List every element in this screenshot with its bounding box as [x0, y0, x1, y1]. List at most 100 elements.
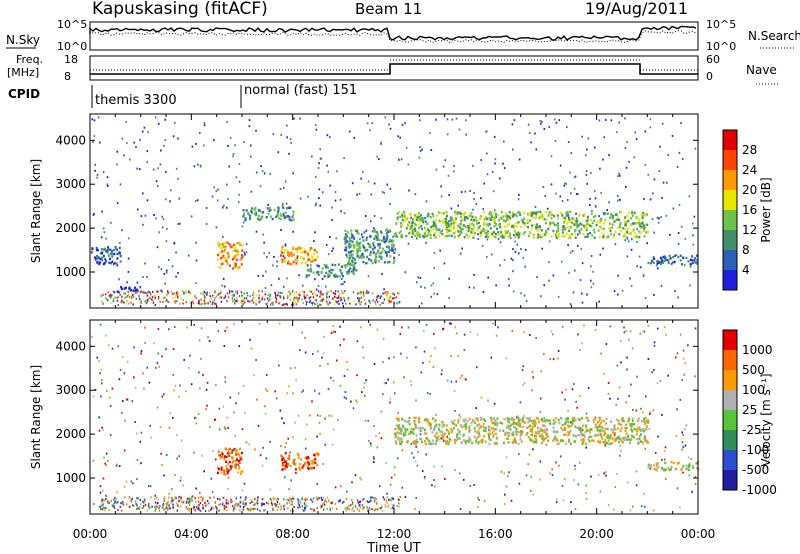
speckle-cell [136, 478, 138, 481]
echo-cell [349, 262, 352, 265]
speckle-cell [134, 421, 136, 423]
speckle-cell [619, 454, 621, 457]
speckle-cell [223, 426, 226, 429]
echo-cell [216, 253, 219, 257]
speckle-cell [401, 486, 404, 489]
ground-cell [242, 298, 244, 301]
ground-cell [387, 302, 389, 305]
speckle-cell [336, 359, 338, 362]
echo-cell [483, 429, 485, 432]
echo-cell [619, 429, 622, 433]
speckle-cell [472, 208, 474, 211]
speckle-cell [607, 439, 610, 442]
echo-cell [565, 418, 568, 421]
echo-cell [294, 248, 297, 251]
echo-cell [563, 428, 566, 431]
speckle-cell [266, 256, 268, 259]
ground-cell [182, 299, 184, 301]
echo-cell [557, 419, 560, 422]
echo-cell [427, 212, 430, 215]
speckle-cell [572, 291, 575, 294]
ground-cell [203, 292, 205, 295]
speckle-cell [155, 217, 157, 220]
ground-cell [286, 294, 289, 297]
speckle-cell [448, 220, 450, 223]
speckle-cell [322, 463, 324, 465]
ground-cell [194, 295, 196, 298]
speckle-cell [422, 221, 424, 224]
speckle-cell [602, 158, 604, 161]
echo-cell [401, 215, 404, 218]
speckle-cell [456, 332, 458, 335]
speckle-cell [201, 454, 203, 457]
echo-cell [447, 226, 449, 229]
echo-cell [289, 206, 292, 209]
speckle-cell [564, 398, 566, 401]
speckle-cell [193, 165, 196, 168]
echo-cell [442, 220, 445, 223]
echo-cell [344, 233, 347, 236]
echo-cell [415, 218, 418, 221]
ground-cell [162, 502, 165, 505]
echo-cell [574, 220, 577, 223]
echo-cell [476, 222, 478, 225]
speckle-cell [224, 380, 227, 383]
speckle-cell [510, 499, 513, 502]
speckle-cell [309, 414, 311, 417]
echo-cell [355, 242, 358, 245]
x-tick-label: 20:00 [579, 527, 614, 541]
speckle-cell [160, 268, 163, 271]
echo-cell [306, 461, 309, 464]
speckle-cell [397, 135, 399, 138]
speckle-cell [435, 118, 437, 121]
speckle-cell [157, 167, 159, 170]
echo-cell [602, 441, 605, 444]
echo-cell [616, 216, 619, 219]
speckle-cell [461, 374, 463, 377]
echo-cell [522, 425, 525, 429]
echo-cell [562, 216, 565, 219]
echo-cell [282, 457, 285, 460]
speckle-cell [616, 131, 618, 134]
echo-cell [328, 274, 331, 278]
echo-cell [365, 262, 367, 265]
echo-cell [357, 248, 360, 251]
echo-cell [330, 268, 333, 271]
speckle-cell [625, 401, 627, 404]
ground-cell [121, 299, 123, 302]
echo-cell [94, 256, 96, 259]
echo-cell [421, 234, 424, 238]
echo-cell [545, 218, 548, 221]
echo-cell [611, 441, 614, 445]
speckle-cell [691, 490, 693, 493]
ground-cell [136, 497, 138, 500]
ground-cell [263, 509, 265, 512]
echo-cell [282, 206, 285, 209]
ground-cell [211, 303, 214, 306]
speckle-cell [274, 390, 276, 393]
colorbar-tick-label: 500 [742, 363, 765, 377]
echo-cell [110, 249, 113, 253]
echo-cell [408, 420, 411, 423]
speckle-cell [609, 397, 611, 400]
speckle-cell [237, 392, 240, 395]
ground-cell [263, 298, 266, 301]
speckle-cell [583, 324, 585, 327]
ground-cell [203, 302, 206, 305]
speckle-cell [453, 390, 456, 392]
ground-cell [286, 303, 288, 306]
speckle-cell [658, 217, 660, 220]
echo-cell [403, 214, 406, 217]
speckle-cell [331, 507, 334, 510]
speckle-cell [305, 300, 308, 303]
echo-cell [350, 244, 353, 247]
echo-cell [555, 438, 558, 441]
speckle-cell [119, 242, 121, 244]
ground-cell [142, 500, 144, 503]
speckle-cell [318, 188, 321, 191]
ground-cell [171, 500, 173, 503]
echo-cell [624, 426, 627, 430]
echo-cell [277, 211, 280, 214]
echo-cell [438, 228, 441, 231]
speckle-cell [179, 479, 182, 482]
